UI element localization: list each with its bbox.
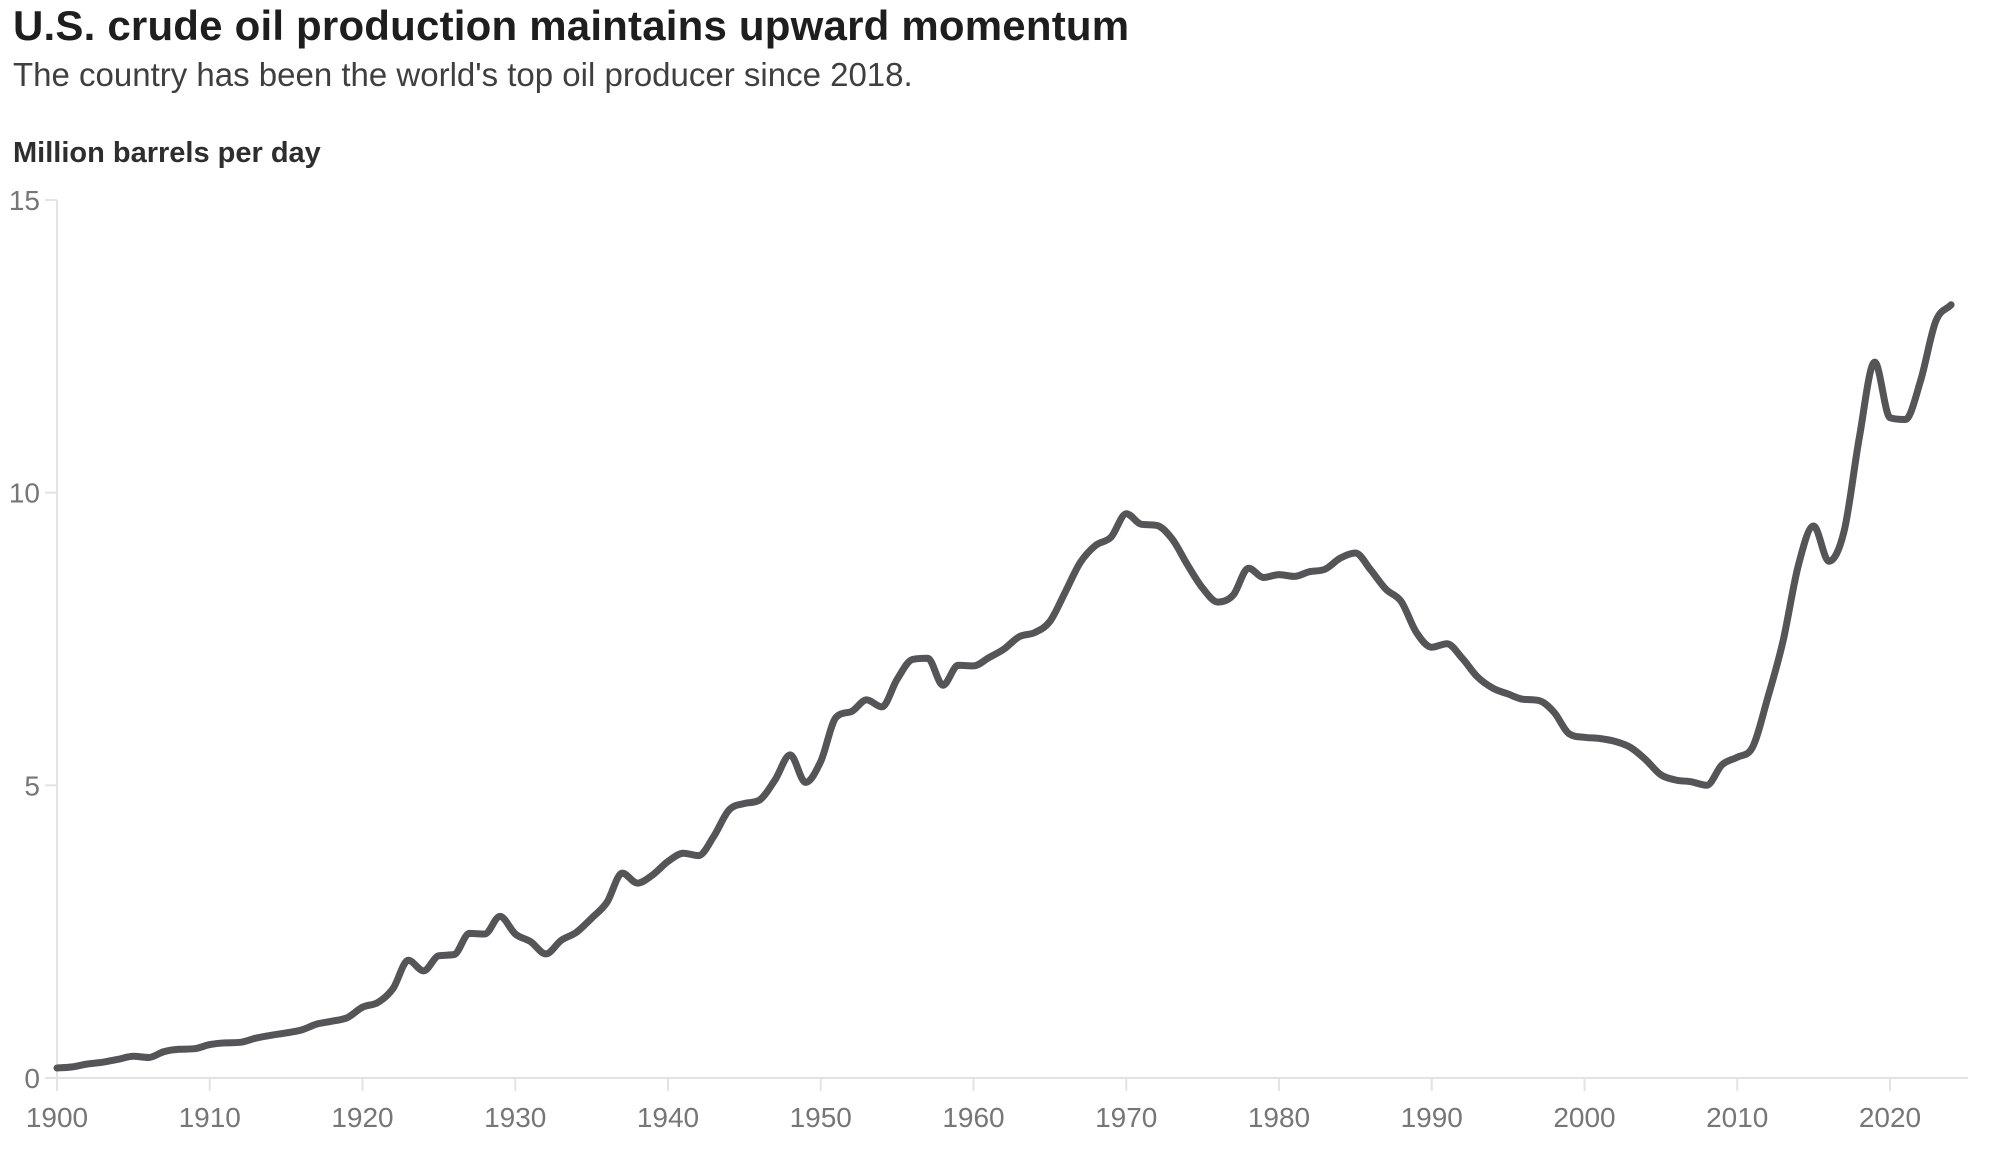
x-tick-label: 1980 xyxy=(1248,1102,1310,1133)
x-tick-label: 1900 xyxy=(26,1102,88,1133)
x-tick-label: 1910 xyxy=(179,1102,241,1133)
x-tick-label: 2010 xyxy=(1706,1102,1768,1133)
chart-title: U.S. crude oil production maintains upwa… xyxy=(13,2,1130,49)
x-tick-label: 1960 xyxy=(942,1102,1004,1133)
y-tick-label: 5 xyxy=(24,770,40,801)
y-tick-label: 15 xyxy=(9,185,40,216)
x-tick-label: 1970 xyxy=(1095,1102,1157,1133)
x-tick-label: 2000 xyxy=(1553,1102,1615,1133)
x-tick-label: 1930 xyxy=(484,1102,546,1133)
x-tick-label: 1950 xyxy=(790,1102,852,1133)
production-line xyxy=(53,301,1955,1072)
chart-subtitle: The country has been the world's top oil… xyxy=(13,56,913,93)
x-tick-label: 2020 xyxy=(1859,1102,1921,1133)
y-tick-label: 10 xyxy=(9,478,40,509)
x-tick-label: 1990 xyxy=(1401,1102,1463,1133)
x-tick-label: 1920 xyxy=(331,1102,393,1133)
x-tick-label: 1940 xyxy=(637,1102,699,1133)
y-axis-title: Million barrels per day xyxy=(13,137,321,169)
y-tick-label: 0 xyxy=(24,1063,40,1094)
